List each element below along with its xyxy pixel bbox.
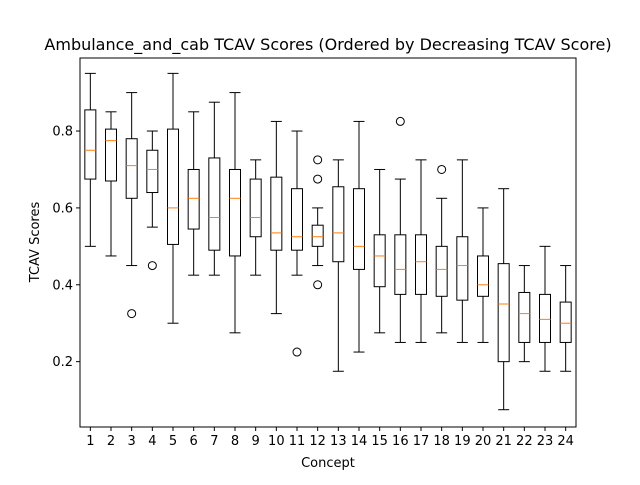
box-10 [270, 120, 283, 315]
y-axis-label: TCAV Scores [28, 202, 43, 284]
box-18 [435, 164, 448, 334]
x-tick-label: 24 [557, 434, 574, 449]
box-body [125, 138, 138, 199]
box-body [208, 157, 221, 251]
x-tick-label: 1 [86, 434, 94, 449]
box-body [435, 245, 448, 297]
box-body [559, 301, 572, 343]
box-8 [229, 92, 241, 334]
box-12 [311, 155, 324, 290]
box-19 [456, 159, 469, 343]
x-tick-label: 15 [371, 434, 388, 449]
x-tick-label: 22 [516, 434, 533, 449]
axes-frame [79, 57, 577, 428]
flier-point [292, 347, 302, 357]
box-2 [105, 111, 117, 257]
box-body [249, 178, 262, 238]
x-tick-label: 19 [454, 434, 471, 449]
x-tick-label: 20 [475, 434, 492, 449]
x-tick-label: 14 [351, 434, 368, 449]
x-tick-label: 4 [148, 434, 156, 449]
box-body [84, 109, 97, 180]
x-tick-label: 2 [107, 434, 115, 449]
x-axis-label: Concept [301, 456, 355, 471]
flier-point [127, 309, 137, 319]
box-body [497, 263, 510, 363]
y-tick-label: 0.2 [52, 355, 73, 370]
box-body [332, 186, 345, 263]
plot-area: 0.20.40.60.81 2 3 4 5 6 7 8 9 10 11 12 13 14 15 16 17 18 1… [52, 72, 574, 449]
box-4 [146, 130, 159, 271]
box-body [167, 128, 179, 245]
x-tick-label: 6 [190, 434, 198, 449]
box-body [229, 168, 241, 257]
box-11 [291, 130, 303, 357]
box-body [373, 234, 386, 288]
box-20 [477, 207, 489, 343]
x-tick-label: 11 [289, 434, 306, 449]
box-body [353, 188, 365, 270]
flier-point [313, 155, 323, 165]
chart-title: Ambulance_and_cab TCAV Scores (Ordered b… [44, 35, 611, 55]
box-body [105, 128, 117, 182]
x-tick-label: 13 [330, 434, 347, 449]
box-5 [167, 72, 179, 324]
box-body [187, 168, 200, 230]
x-tick-label: 17 [413, 434, 430, 449]
box-9 [249, 159, 262, 276]
flier-point [437, 164, 447, 174]
x-tick-label: 21 [495, 434, 512, 449]
box-7 [208, 101, 221, 276]
x-tick-label: 8 [231, 434, 239, 449]
box-body [539, 293, 551, 343]
x-tick-label: 10 [268, 434, 285, 449]
flier-point [313, 174, 323, 184]
x-tick-label: 16 [392, 434, 409, 449]
x-tick-label: 3 [128, 434, 136, 449]
box-body [270, 176, 283, 251]
y-tick-label: 0.4 [52, 278, 73, 293]
y-tick-label: 0.6 [52, 201, 73, 216]
box-15 [373, 168, 386, 334]
box-body [146, 149, 159, 194]
box-21 [497, 188, 510, 411]
box-body [394, 234, 407, 295]
box-17 [415, 159, 427, 343]
flier-point [395, 116, 405, 126]
flier-point [147, 261, 157, 271]
box-body [518, 291, 531, 343]
box-14 [353, 120, 365, 353]
box-body [291, 188, 303, 251]
flier-point [313, 280, 323, 290]
box-3 [125, 92, 138, 319]
x-tick-label: 18 [433, 434, 450, 449]
box-body [456, 236, 469, 301]
box-13 [332, 159, 345, 372]
x-tick-label: 9 [252, 434, 260, 449]
box-body [415, 234, 427, 295]
x-tick-label: 7 [210, 434, 218, 449]
box-6 [187, 111, 200, 276]
y-tick-label: 0.8 [52, 125, 73, 140]
box-24 [559, 265, 572, 372]
x-tick-label: 23 [537, 434, 554, 449]
box-16 [394, 116, 407, 343]
x-tick-label: 12 [309, 434, 326, 449]
box-22 [518, 265, 531, 363]
box-body [477, 255, 489, 297]
box-1 [84, 72, 97, 247]
box-body [311, 224, 324, 247]
box-23 [539, 245, 551, 372]
x-tick-label: 5 [169, 434, 177, 449]
